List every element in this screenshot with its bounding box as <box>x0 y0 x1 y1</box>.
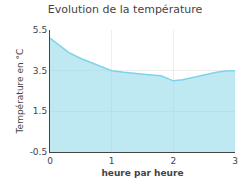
svg-text:Température en °C: Température en °C <box>15 49 25 135</box>
svg-text:3: 3 <box>232 156 238 166</box>
svg-text:1.5: 1.5 <box>33 106 47 116</box>
svg-text:1: 1 <box>109 156 115 166</box>
svg-text:0: 0 <box>47 156 53 166</box>
svg-text:Evolution de la température: Evolution de la température <box>48 3 203 16</box>
svg-text:heure par heure: heure par heure <box>101 168 183 178</box>
svg-text:3.5: 3.5 <box>33 66 47 76</box>
svg-text:2: 2 <box>170 156 176 166</box>
svg-text:5.5: 5.5 <box>33 25 47 35</box>
svg-text:-0.5: -0.5 <box>30 147 48 157</box>
